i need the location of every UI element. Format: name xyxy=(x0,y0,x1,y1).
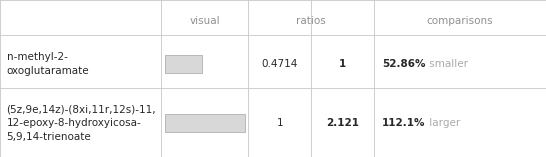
FancyBboxPatch shape xyxy=(164,55,203,73)
Text: 0.4714: 0.4714 xyxy=(262,59,298,69)
Text: 1: 1 xyxy=(339,59,346,69)
Text: smaller: smaller xyxy=(426,59,468,69)
Text: comparisons: comparisons xyxy=(426,16,494,26)
Text: (5z,9e,14z)-(8xi,11r,12s)-11,
12-epoxy-8-hydroxyicosa-
5,9,14-trienoate: (5z,9e,14z)-(8xi,11r,12s)-11, 12-epoxy-8… xyxy=(7,104,156,142)
Text: visual: visual xyxy=(189,16,220,26)
FancyBboxPatch shape xyxy=(164,114,245,132)
Text: 1: 1 xyxy=(276,118,283,128)
Text: n-methyl-2-
oxoglutaramate: n-methyl-2- oxoglutaramate xyxy=(7,52,89,76)
Text: 52.86%: 52.86% xyxy=(382,59,426,69)
Text: larger: larger xyxy=(426,118,460,128)
Text: 2.121: 2.121 xyxy=(326,118,359,128)
Text: 112.1%: 112.1% xyxy=(382,118,426,128)
Text: ratios: ratios xyxy=(296,16,326,26)
